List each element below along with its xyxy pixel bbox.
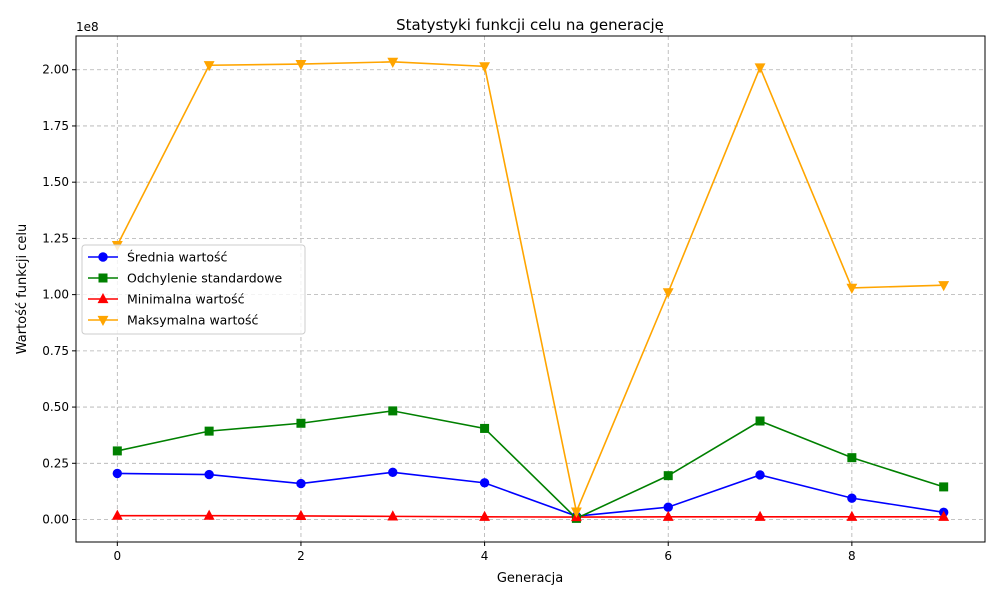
data-point	[663, 502, 673, 512]
legend: Średnia wartość Odchylenie standardowe Min…	[81, 244, 306, 335]
y-axis-ticks: 0.00 0.25 0.50 0.75 1.00 1.25 1.50 1.75 2.00	[42, 63, 76, 527]
y-tick-label: 1.75	[42, 119, 69, 133]
y-axis-offset-text: 1e8	[76, 20, 99, 34]
legend-label: Maksymalna wartość	[127, 313, 259, 328]
x-tick-label: 0	[113, 549, 121, 563]
series-line-3	[116, 61, 944, 515]
x-tick-label: 8	[848, 549, 856, 563]
y-tick-label: 0.25	[42, 456, 69, 470]
series-lines	[116, 61, 944, 520]
y-tick-label: 1.50	[42, 175, 69, 189]
chart-title: Statystyki funkcji celu na generację	[396, 16, 664, 34]
data-point	[479, 510, 491, 521]
data-point	[296, 478, 306, 489]
data-point	[479, 478, 490, 488]
x-axis-ticks: 0 2 4 6 8	[113, 542, 856, 563]
data-point	[112, 468, 123, 479]
series-line-0	[117, 471, 944, 517]
data-point	[939, 482, 949, 492]
y-tick-label: 2.00	[42, 63, 69, 77]
data-point	[296, 418, 306, 428]
x-tick-label: 6	[664, 549, 672, 563]
data-point	[754, 510, 766, 521]
data-point	[755, 416, 765, 426]
data-point	[938, 510, 950, 521]
data-point	[111, 509, 123, 520]
y-tick-label: 0.50	[42, 400, 69, 414]
data-point	[203, 509, 215, 520]
x-axis-label: Generacja	[497, 571, 563, 586]
data-point	[387, 510, 399, 521]
legend-label: Minimalna wartość	[127, 292, 245, 307]
data-point	[663, 471, 673, 481]
data-point	[112, 446, 122, 456]
y-tick-label: 1.25	[42, 231, 69, 245]
data-point	[480, 423, 490, 433]
legend-marker	[98, 273, 108, 283]
legend-label: Odchylenie standardowe	[127, 271, 283, 286]
data-point	[938, 281, 950, 292]
data-point	[847, 493, 857, 503]
data-point	[662, 288, 674, 299]
data-point	[388, 406, 398, 416]
legend-marker	[98, 252, 108, 262]
data-point	[847, 453, 857, 463]
data-point	[846, 510, 858, 521]
x-tick-label: 2	[297, 549, 305, 563]
plot-frame	[75, 35, 986, 543]
data-point	[755, 470, 765, 480]
legend-label: Średnia wartość	[127, 250, 228, 265]
series-line-2	[117, 514, 944, 518]
y-axis-label: Wartość funkcji celu	[15, 224, 30, 355]
data-point	[570, 507, 582, 518]
legend-marker	[97, 315, 109, 327]
data-point	[295, 509, 307, 521]
x-tick-label: 4	[481, 549, 489, 563]
data-point	[388, 467, 398, 477]
legend-box	[81, 244, 306, 335]
legend-marker	[97, 292, 109, 304]
data-point	[479, 62, 491, 73]
y-tick-label: 0.00	[42, 513, 69, 527]
data-point	[846, 283, 858, 294]
series-line-1	[117, 410, 944, 520]
data-point	[754, 63, 766, 74]
data-point	[203, 61, 215, 72]
y-tick-label: 0.75	[42, 344, 69, 358]
data-point	[295, 60, 307, 71]
data-point	[387, 57, 399, 68]
data-point	[204, 426, 214, 436]
data-point	[662, 510, 674, 521]
y-tick-label: 1.00	[42, 288, 69, 302]
data-point	[204, 469, 214, 480]
